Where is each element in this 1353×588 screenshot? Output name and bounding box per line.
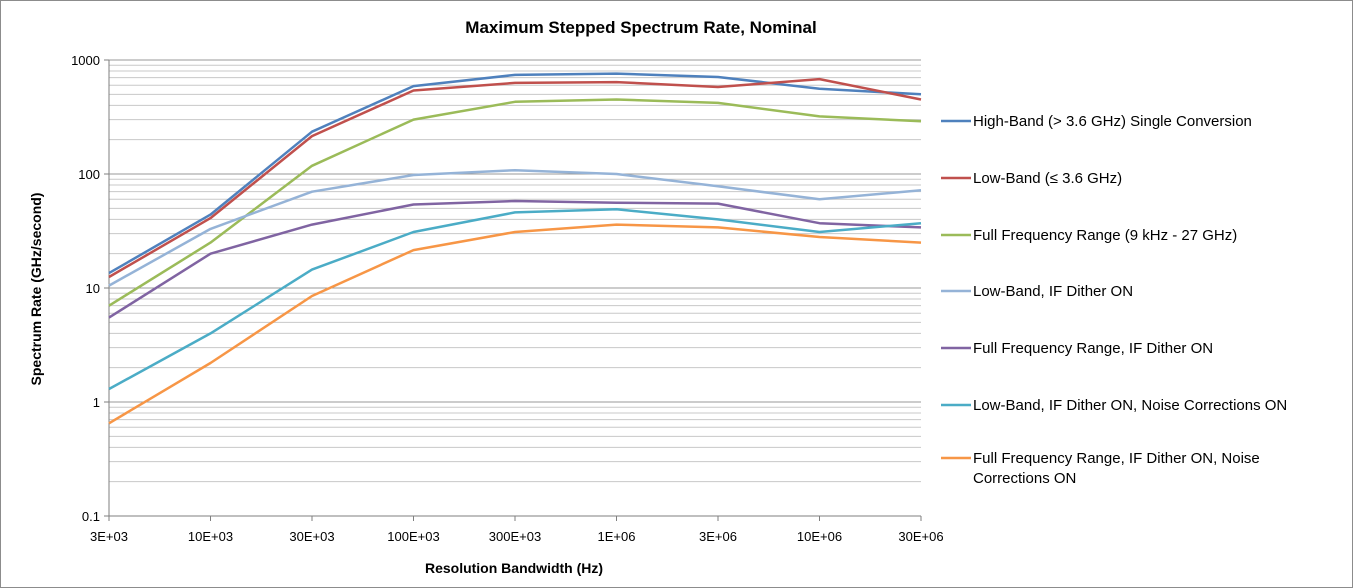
y-tick-label: 10 bbox=[86, 281, 100, 296]
series-line-7 bbox=[108, 223, 922, 425]
legend-label: Low-Band, IF Dither ON bbox=[973, 283, 1133, 300]
legend-label: Full Frequency Range (9 kHz - 27 GHz) bbox=[973, 227, 1237, 244]
x-tick-label: 3E+03 bbox=[90, 529, 128, 544]
y-tick-labels: 0.1 1 10 100 1000 bbox=[71, 53, 100, 524]
legend-label: Low-Band (≤ 3.6 GHz) bbox=[973, 170, 1122, 187]
legend-label: High-Band (> 3.6 GHz) Single Conversion bbox=[973, 113, 1252, 130]
x-tick-label: 3E+06 bbox=[699, 529, 737, 544]
y-tick-label: 1000 bbox=[71, 53, 100, 68]
y-tick-label: 1 bbox=[93, 395, 100, 410]
x-tick-label: 1E+06 bbox=[598, 529, 636, 544]
series-line-1 bbox=[108, 72, 922, 275]
x-tick-label: 10E+03 bbox=[188, 529, 233, 544]
x-tick-label: 10E+06 bbox=[797, 529, 842, 544]
axes bbox=[104, 59, 922, 521]
chart-title: Maximum Stepped Spectrum Rate, Nominal bbox=[465, 18, 816, 37]
x-tick-label: 300E+03 bbox=[489, 529, 541, 544]
x-axis-title: Resolution Bandwidth (Hz) bbox=[425, 560, 603, 576]
y-tick-label: 100 bbox=[78, 167, 100, 182]
series-lines bbox=[108, 72, 922, 425]
series-line-6 bbox=[108, 208, 922, 391]
legend-label: Full Frequency Range, IF Dither ON bbox=[973, 340, 1213, 357]
y-tick-label: 0.1 bbox=[82, 509, 100, 524]
x-tick-label: 100E+03 bbox=[387, 529, 439, 544]
legend: High-Band (> 3.6 GHz) Single Conversion L… bbox=[941, 113, 1287, 487]
legend-label: Full Frequency Range, IF Dither ON, Nois… bbox=[973, 450, 1260, 467]
x-tick-labels: 3E+03 10E+03 30E+03 100E+03 300E+03 1E+06 3E+0… bbox=[90, 529, 944, 544]
legend-label: Low-Band, IF Dither ON, Noise Correction… bbox=[973, 397, 1287, 414]
legend-label: Corrections ON bbox=[973, 470, 1076, 487]
series-line-2 bbox=[108, 77, 922, 279]
x-tick-label: 30E+03 bbox=[289, 529, 334, 544]
series-line-5 bbox=[108, 199, 922, 319]
x-tick-label: 30E+06 bbox=[898, 529, 943, 544]
y-axis-title: Spectrum Rate (GHz/second) bbox=[28, 193, 44, 386]
grid bbox=[109, 59, 921, 517]
series-line-4 bbox=[108, 168, 922, 287]
